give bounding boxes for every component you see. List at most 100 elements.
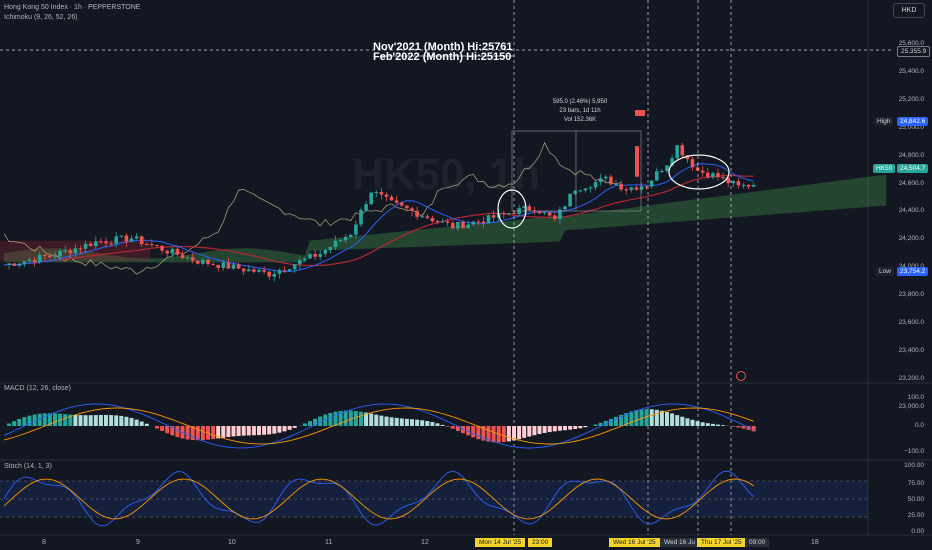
candle-body — [649, 180, 654, 187]
candle-body — [568, 193, 572, 207]
macd-hist-bar — [216, 426, 221, 439]
candle-body — [588, 187, 593, 189]
macd-hist-bar — [251, 426, 256, 436]
macd-hist-bar — [200, 426, 205, 441]
candle-body — [73, 248, 78, 254]
macd-hist-bar — [104, 414, 108, 426]
candle-body — [695, 167, 700, 171]
candle-body — [343, 236, 348, 241]
low-label: Low — [876, 267, 894, 276]
macd-hist-bar — [42, 413, 47, 426]
kijun-line — [3, 174, 754, 267]
macd-hist-bar — [246, 426, 251, 436]
candle-body — [461, 222, 465, 229]
candle-body — [741, 184, 746, 186]
symbol-tag: HK50 — [873, 164, 896, 173]
candle-body — [292, 264, 297, 270]
candle-body — [313, 254, 317, 257]
macd-hist-bar — [649, 409, 654, 426]
candle-body — [180, 254, 185, 259]
price-tick-6: 24,400.0 — [898, 207, 924, 215]
candle-body — [175, 248, 180, 255]
candle-body — [354, 224, 358, 235]
macd-hist-bar — [88, 415, 93, 426]
price-tick-10: 23,600.0 — [898, 319, 924, 326]
candle-body — [7, 263, 11, 265]
candle-body — [527, 206, 532, 211]
candle-body — [716, 173, 720, 178]
macd-hist-bar — [129, 418, 134, 426]
candle-body — [287, 269, 292, 271]
macd-hist-bar — [420, 420, 425, 426]
macd-hist-bar — [705, 423, 710, 426]
macd-hist-bar — [343, 410, 348, 426]
currency-button[interactable]: HKD — [893, 3, 925, 18]
annotation-feb-2022[interactable]: Feb'2022 (Month) Hi:25150 — [373, 51, 512, 63]
stoch-legend[interactable]: Stoch (14, 1, 3) — [4, 463, 52, 470]
macd-hist-bar — [415, 419, 420, 426]
stoch-d-line — [3, 478, 754, 520]
macd-hist-bar — [751, 426, 756, 432]
macd-hist-bar — [654, 409, 659, 426]
ichimoku-cloud — [4, 174, 887, 263]
ichimoku-legend[interactable]: Ichimoku (9, 26, 52, 26) — [4, 14, 78, 21]
candle-body — [471, 221, 475, 225]
candle-body — [303, 258, 307, 261]
candle-body — [415, 210, 419, 217]
macd-legend[interactable]: MACD (12, 26, close) — [4, 385, 71, 392]
macd-hist-bar — [144, 423, 149, 426]
annotation-nov-2021[interactable]: Nov'2021 (Month) Hi:25761 — [373, 41, 513, 53]
candle-body — [578, 190, 583, 192]
stoch-tick-0: 100.00 — [904, 462, 924, 469]
macd-hist-bar — [476, 426, 481, 440]
macd-hist-bar — [461, 426, 465, 434]
candle-body — [333, 240, 338, 248]
candle-body — [400, 202, 404, 206]
time-label-18: 18 — [811, 539, 819, 546]
macd-hist-bar — [277, 426, 282, 433]
candle-body — [134, 236, 139, 239]
macd-hist-bar — [98, 415, 103, 426]
macd-hist-bar — [267, 426, 272, 435]
candle-body — [201, 259, 205, 264]
high-value-tag: 24,842.6 — [897, 117, 929, 126]
candle-body — [726, 177, 730, 184]
measure-change: 595.0 (2.46%) 5,950 — [552, 99, 608, 105]
macd-hist-bar — [675, 415, 680, 426]
candle-body — [63, 250, 67, 252]
candle-body — [425, 216, 430, 219]
macd-hist-bar — [190, 426, 195, 441]
candle-body — [190, 257, 195, 261]
candle-body — [435, 221, 440, 223]
macd-hist-bar — [455, 426, 460, 431]
symbol-title[interactable]: Hong Kong 50 Index · 1h · PEPPERSTONE — [4, 4, 141, 11]
macd-hist-bar — [430, 422, 435, 426]
price-tick-5: 24,600.0 — [898, 179, 924, 187]
candle-body — [502, 213, 506, 215]
macd-hist-bar — [517, 426, 522, 440]
candle-body — [384, 194, 389, 197]
candle-body — [160, 245, 164, 251]
price-tick-8: 24,000.0 — [899, 263, 924, 270]
macd-hist-bar — [736, 426, 741, 428]
macd-hist-bar — [257, 426, 261, 436]
macd-hist-bar — [338, 410, 343, 426]
price-tick-1: 25,400.0 — [898, 67, 924, 75]
macd-hist-bar — [53, 413, 57, 426]
candle-body — [751, 184, 756, 187]
macd-hist-bar — [364, 412, 369, 426]
candle-body — [675, 145, 679, 159]
candle-body — [277, 270, 282, 274]
candle-body — [619, 183, 623, 190]
candle-body — [226, 262, 231, 269]
candle-body — [78, 248, 83, 250]
macd-hist-bar — [608, 418, 613, 426]
macd-hist-bar — [114, 415, 119, 426]
candle-body — [369, 192, 373, 205]
macd-hist-bar — [568, 426, 573, 430]
macd-hist-bar — [68, 414, 73, 426]
macd-hist-bar — [598, 422, 603, 426]
macd-hist-bar — [644, 409, 649, 426]
macd-hist-bar — [83, 415, 88, 426]
